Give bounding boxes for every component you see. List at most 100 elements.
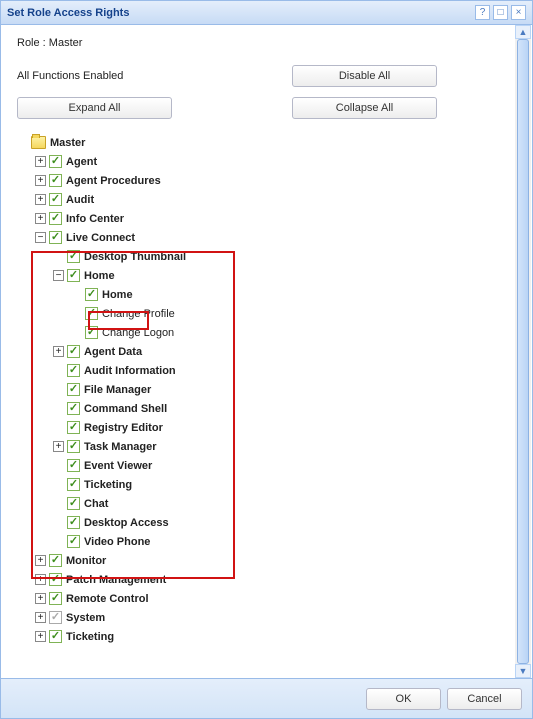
checkbox-icon[interactable]: ✓	[49, 231, 62, 244]
scroll-up-icon[interactable]: ▲	[515, 25, 531, 39]
expand-icon[interactable]: +	[35, 213, 46, 224]
tree-node[interactable]: ✓ File Manager	[17, 380, 524, 399]
checkbox-icon[interactable]: ✓	[67, 345, 80, 358]
tree-node[interactable]: ✓Desktop Thumbnail	[17, 247, 524, 266]
expand-icon[interactable]: +	[35, 175, 46, 186]
tree-node-label: Ticketing	[84, 479, 132, 491]
tree-node-label: Audit	[66, 194, 94, 206]
checkbox-icon[interactable]: ✓	[49, 573, 62, 586]
tree-node[interactable]: ✓Desktop Access	[17, 513, 524, 532]
scroll-thumb[interactable]	[517, 39, 529, 664]
tree-node[interactable]: +✓Agent	[17, 152, 524, 171]
collapse-all-button[interactable]: Collapse All	[292, 97, 437, 119]
checkbox-icon[interactable]: ✓	[67, 478, 80, 491]
checkbox-icon[interactable]: ✓	[67, 402, 80, 415]
tree-spacer	[53, 403, 64, 414]
tree-node-label: File Manager	[84, 384, 151, 396]
scrollbar[interactable]: ▲ ▼	[515, 25, 531, 678]
tree-node[interactable]: −✓ Home	[17, 266, 524, 285]
checkbox-icon[interactable]: ✓	[85, 326, 98, 339]
tree-spacer	[53, 498, 64, 509]
checkbox-icon[interactable]: ✓	[49, 592, 62, 605]
checkbox-icon[interactable]: ✓	[67, 459, 80, 472]
expand-icon[interactable]: +	[35, 194, 46, 205]
tree-node[interactable]: ✓ Home	[17, 285, 524, 304]
tree-node[interactable]: ✓Audit Information	[17, 361, 524, 380]
tree-node-label: Registry Editor	[84, 422, 163, 434]
collapse-icon[interactable]: −	[53, 270, 64, 281]
tree-node-label: Remote Control	[66, 593, 149, 605]
checkbox-icon[interactable]: ✓	[49, 174, 62, 187]
tree-node[interactable]: +✓ Monitor	[17, 551, 524, 570]
tree-node-label: Home	[102, 289, 133, 301]
scroll-down-icon[interactable]: ▼	[515, 664, 531, 678]
tree-spacer	[17, 137, 28, 148]
expand-icon[interactable]: +	[35, 593, 46, 604]
tree-node[interactable]: ✓Change Logon	[17, 323, 524, 342]
tree-node[interactable]: −✓ Live Connect	[17, 228, 524, 247]
expand-all-button[interactable]: Expand All	[17, 97, 172, 119]
dialog-footer: OK Cancel	[1, 678, 532, 718]
expand-icon[interactable]: +	[35, 574, 46, 585]
tree-node-label: Live Connect	[66, 232, 135, 244]
checkbox-icon[interactable]: ✓	[67, 250, 80, 263]
cancel-button[interactable]: Cancel	[447, 688, 522, 710]
expand-icon[interactable]: +	[35, 156, 46, 167]
checkbox-icon[interactable]: ✓	[67, 421, 80, 434]
checkbox-icon[interactable]: ✓	[49, 554, 62, 567]
tree-spacer	[53, 422, 64, 433]
checkbox-icon[interactable]: ✓	[67, 440, 80, 453]
tree-node-label: Monitor	[66, 555, 106, 567]
ok-button[interactable]: OK	[366, 688, 441, 710]
expand-icon[interactable]: +	[35, 612, 46, 623]
tree-node-label: Agent Procedures	[66, 175, 161, 187]
expand-icon[interactable]: +	[53, 441, 64, 452]
expand-icon[interactable]: +	[35, 631, 46, 642]
tree-spacer	[53, 479, 64, 490]
close-icon[interactable]: ×	[511, 5, 526, 20]
tree-spacer	[53, 517, 64, 528]
checkbox-icon[interactable]: ✓	[67, 383, 80, 396]
checkbox-icon[interactable]: ✓	[67, 535, 80, 548]
checkbox-icon[interactable]: ✓	[49, 155, 62, 168]
checkbox-icon[interactable]: ✓	[49, 630, 62, 643]
tree-node[interactable]: ✓ Ticketing	[17, 475, 524, 494]
tree-node[interactable]: +✓ Agent Procedures	[17, 171, 524, 190]
checkbox-icon[interactable]: ✓	[85, 288, 98, 301]
checkbox-icon[interactable]: ✓	[67, 497, 80, 510]
help-icon[interactable]: ?	[475, 5, 490, 20]
disable-all-button[interactable]: Disable All	[292, 65, 437, 87]
role-label: Role : Master	[17, 37, 524, 49]
tree-node-label: Home	[84, 270, 115, 282]
tree-node[interactable]: Master	[17, 133, 524, 152]
tree-node[interactable]: +✓ Audit	[17, 190, 524, 209]
checkbox-icon[interactable]: ✓	[49, 611, 62, 624]
tree-node[interactable]: +✓ Remote Control	[17, 589, 524, 608]
tree-node[interactable]: +✓Patch Management	[17, 570, 524, 589]
tree-node[interactable]: +✓System	[17, 608, 524, 627]
tree-node[interactable]: +✓ Agent Data	[17, 342, 524, 361]
checkbox-icon[interactable]: ✓	[85, 307, 98, 320]
tree-node[interactable]: ✓ Registry Editor	[17, 418, 524, 437]
tree-node-label: Agent Data	[84, 346, 142, 358]
tree-node[interactable]: +✓Task Manager	[17, 437, 524, 456]
tree-node[interactable]: ✓Chat	[17, 494, 524, 513]
checkbox-icon[interactable]: ✓	[67, 364, 80, 377]
tree-node[interactable]: ✓Event Viewer	[17, 456, 524, 475]
checkbox-icon[interactable]: ✓	[49, 212, 62, 225]
tree-node[interactable]: ✓ Command Shell	[17, 399, 524, 418]
checkbox-icon[interactable]: ✓	[67, 516, 80, 529]
tree-node[interactable]: +✓Ticketing	[17, 627, 524, 646]
expand-icon[interactable]: +	[35, 555, 46, 566]
checkbox-icon[interactable]: ✓	[67, 269, 80, 282]
collapse-icon[interactable]: −	[35, 232, 46, 243]
titlebar: Set Role Access Rights ? □ ×	[1, 1, 532, 25]
tree-node-label: Command Shell	[84, 403, 167, 415]
tree-node[interactable]: ✓Video Phone	[17, 532, 524, 551]
tree-spacer	[53, 384, 64, 395]
expand-icon[interactable]: +	[53, 346, 64, 357]
tree-node[interactable]: ✓Change Profile	[17, 304, 524, 323]
checkbox-icon[interactable]: ✓	[49, 193, 62, 206]
maximize-icon[interactable]: □	[493, 5, 508, 20]
tree-node[interactable]: +✓Info Center	[17, 209, 524, 228]
